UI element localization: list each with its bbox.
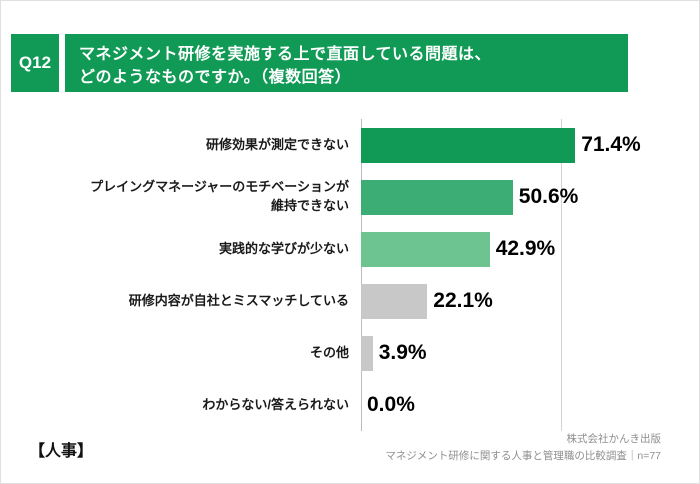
bar-cell: 50.6%: [361, 171, 676, 223]
chart-row: 研修効果が測定できない 71.4%: [31, 119, 676, 171]
bar: [361, 179, 513, 215]
vertical-gridline: [561, 119, 562, 431]
value-label: 22.1%: [433, 289, 493, 312]
bar: [361, 127, 576, 163]
chart-rows: 研修効果が測定できない 71.4% プレイングマネージャーのモチベーションが 維持で…: [31, 119, 676, 431]
chart-row: 実践的な学びが少ない 42.9%: [31, 223, 676, 275]
bar-cell: 71.4%: [361, 119, 676, 171]
source-survey-name: マネジメント研修に関する人事と管理職の比較調査｜n=77: [385, 449, 661, 462]
category-label: その他: [309, 344, 349, 360]
question-title-bar: マネジメント研修を実施する上で直面している問題は、 どのようなものですか。（複数…: [65, 34, 628, 92]
bar-cell: 42.9%: [361, 223, 676, 275]
bar-cell: 0.0%: [361, 379, 676, 431]
category-label: 研修内容が自社とミスマッチしている: [128, 292, 349, 308]
chart-row: 研修内容が自社とミスマッチしている 22.1%: [31, 275, 676, 327]
question-title-line2: どのようなものですか。（複数回答）: [79, 69, 352, 87]
bar: [361, 231, 490, 267]
source-attribution: 株式会社かんき出版 マネジメント研修に関する人事と管理職の比較調査｜n=77: [385, 431, 661, 465]
bar-cell: 3.9%: [361, 327, 676, 379]
value-label: 71.4%: [581, 133, 641, 156]
category-label: わからない/答えられない: [202, 396, 349, 412]
y-axis-line: [361, 119, 362, 431]
bar-chart: 研修効果が測定できない 71.4% プレイングマネージャーのモチベーションが 維持で…: [31, 119, 676, 431]
category-label: 研修効果が測定できない: [205, 136, 349, 152]
value-label: 0.0%: [367, 393, 415, 416]
bar: [361, 283, 428, 319]
question-title-line1: マネジメント研修を実施する上で直面している問題は、: [79, 46, 492, 63]
category-label: プレイングマネージャーのモチベーションが 維持できない: [90, 179, 349, 213]
chart-row: プレイングマネージャーのモチベーションが 維持できない 50.6%: [31, 171, 676, 223]
bar: [361, 335, 373, 371]
respondent-group-label: 【人事】: [29, 443, 94, 460]
value-label: 3.9%: [378, 341, 427, 364]
question-number-badge: Q12: [11, 34, 59, 92]
category-label: 実践的な学びが少ない: [218, 240, 349, 256]
value-label: 50.6%: [518, 185, 579, 208]
source-publisher: 株式会社かんき出版: [566, 433, 662, 445]
chart-row: わからない/答えられない 0.0%: [31, 379, 676, 431]
value-label: 42.9%: [495, 237, 556, 260]
chart-row: その他 3.9%: [31, 327, 676, 379]
bar-cell: 22.1%: [361, 275, 676, 327]
